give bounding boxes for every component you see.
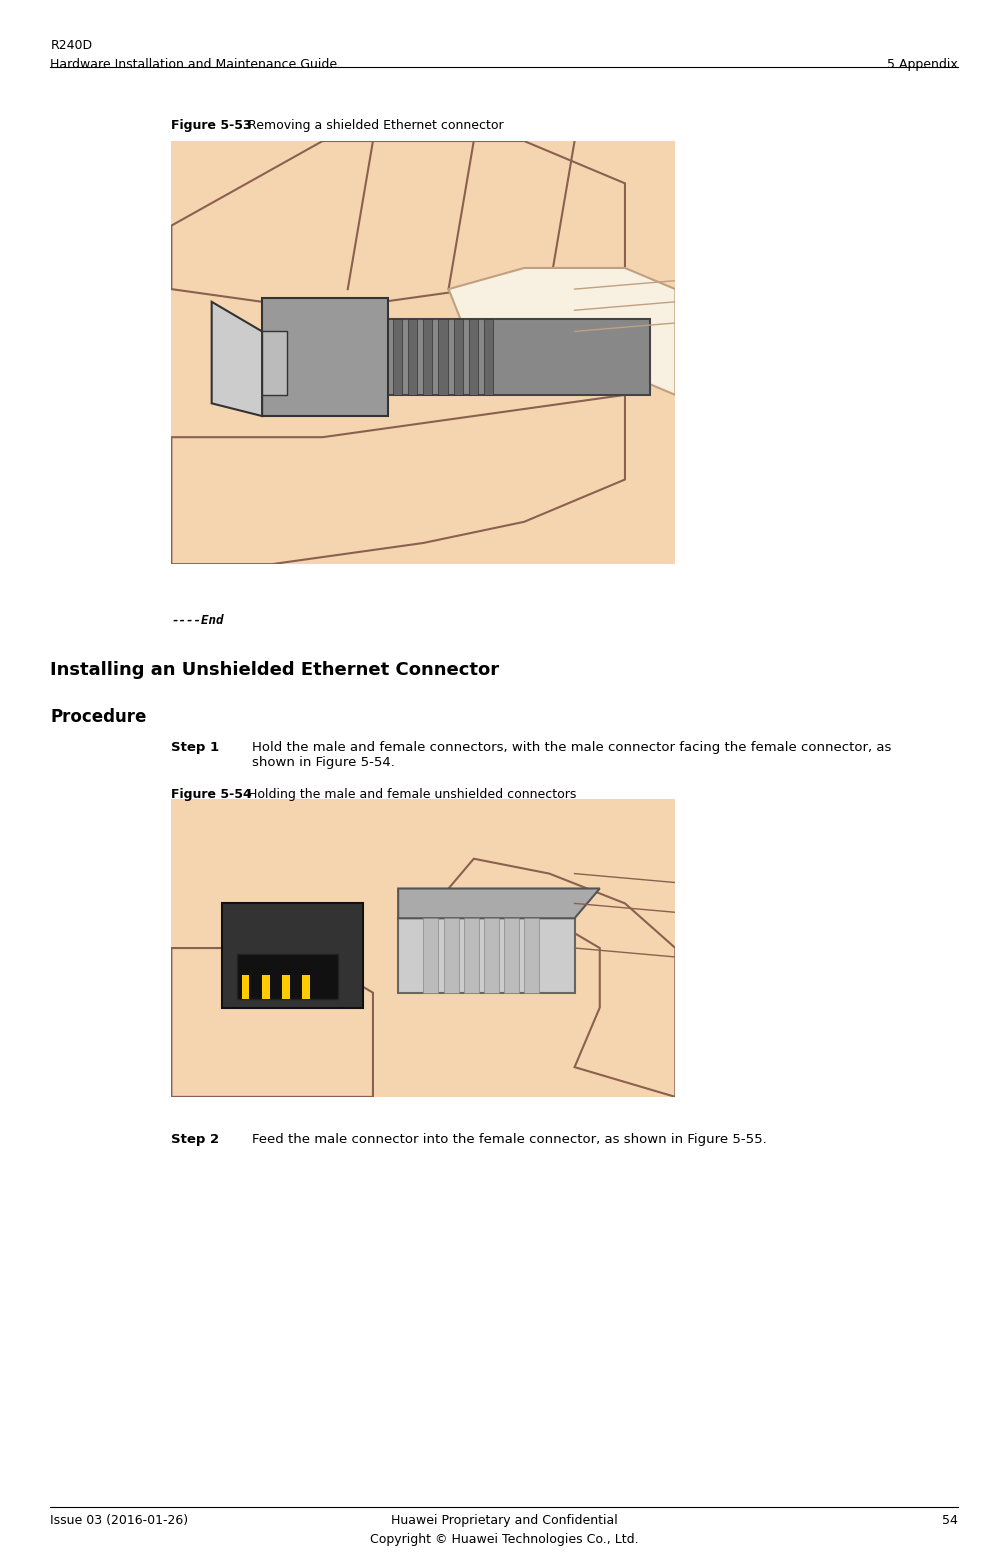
Bar (237, 954, 338, 998)
Text: Issue 03 (2016-01-26): Issue 03 (2016-01-26) (50, 1514, 188, 1526)
Text: Hold the male and female connectors, with the male connector facing the female c: Hold the male and female connectors, wit… (252, 741, 891, 769)
Text: ----End: ----End (171, 614, 224, 627)
Bar (373, 318, 650, 395)
Text: Hardware Installation and Maintenance Guide: Hardware Installation and Maintenance Gu… (50, 58, 338, 71)
Bar (398, 918, 575, 993)
Text: 54: 54 (941, 1514, 958, 1526)
Polygon shape (398, 888, 600, 918)
Bar (454, 318, 463, 395)
Bar (302, 975, 310, 998)
Text: Installing an Unshielded Ethernet Connector: Installing an Unshielded Ethernet Connec… (50, 661, 500, 679)
Bar (262, 331, 287, 395)
Text: Huawei Proprietary and Confidential: Huawei Proprietary and Confidential (391, 1514, 617, 1526)
Text: Copyright © Huawei Technologies Co., Ltd.: Copyright © Huawei Technologies Co., Ltd… (370, 1533, 638, 1545)
Text: Figure 5-54: Figure 5-54 (171, 788, 252, 801)
Bar (423, 918, 438, 993)
Text: Holding the male and female unshielded connectors: Holding the male and female unshielded c… (244, 788, 577, 801)
Bar (469, 318, 478, 395)
Text: Figure 5-53: Figure 5-53 (171, 119, 252, 132)
Bar (464, 918, 479, 993)
Polygon shape (171, 948, 373, 1097)
Bar (262, 975, 270, 998)
Bar (222, 903, 363, 1008)
Polygon shape (449, 268, 675, 395)
Text: Removing a shielded Ethernet connector: Removing a shielded Ethernet connector (244, 119, 504, 132)
Bar (408, 318, 417, 395)
Polygon shape (171, 141, 625, 310)
Bar (393, 318, 402, 395)
Bar (282, 975, 290, 998)
Polygon shape (212, 302, 262, 417)
Bar (242, 975, 250, 998)
Bar (423, 318, 432, 395)
Bar (444, 918, 459, 993)
Bar (484, 918, 499, 993)
Text: R240D: R240D (50, 39, 93, 52)
Polygon shape (171, 395, 625, 564)
Text: Step 2: Step 2 (171, 1133, 220, 1145)
Bar (438, 318, 448, 395)
Text: Step 1: Step 1 (171, 741, 220, 754)
Bar (504, 918, 519, 993)
Bar (524, 918, 539, 993)
Text: Procedure: Procedure (50, 708, 147, 726)
Polygon shape (449, 859, 675, 1097)
Bar (262, 298, 388, 417)
Bar (484, 318, 493, 395)
Text: Feed the male connector into the female connector, as shown in Figure 5-55.: Feed the male connector into the female … (252, 1133, 767, 1145)
Text: 5 Appendix: 5 Appendix (887, 58, 958, 71)
